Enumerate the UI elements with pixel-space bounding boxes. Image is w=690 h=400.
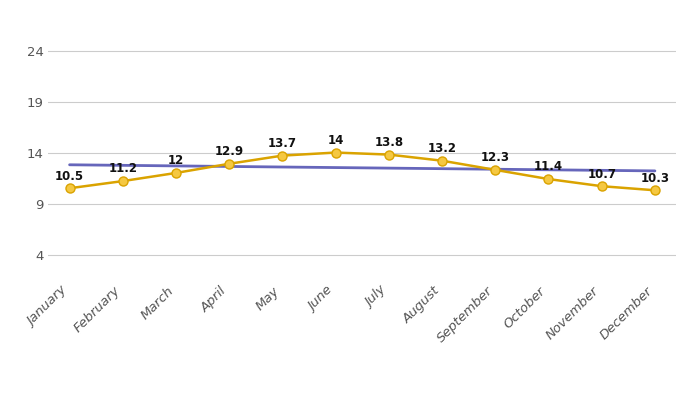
Text: 10.5: 10.5 [55,170,84,183]
Text: 12.3: 12.3 [481,151,510,164]
Text: 14: 14 [328,134,344,147]
Text: 12.9: 12.9 [215,145,244,158]
Text: 13.8: 13.8 [374,136,404,149]
Text: 12: 12 [168,154,184,167]
Text: 10.7: 10.7 [587,168,616,180]
Text: 11.2: 11.2 [108,162,137,176]
Text: 13.2: 13.2 [428,142,457,155]
Text: 10.3: 10.3 [640,172,669,185]
Text: 13.7: 13.7 [268,137,297,150]
Text: 11.4: 11.4 [534,160,563,174]
